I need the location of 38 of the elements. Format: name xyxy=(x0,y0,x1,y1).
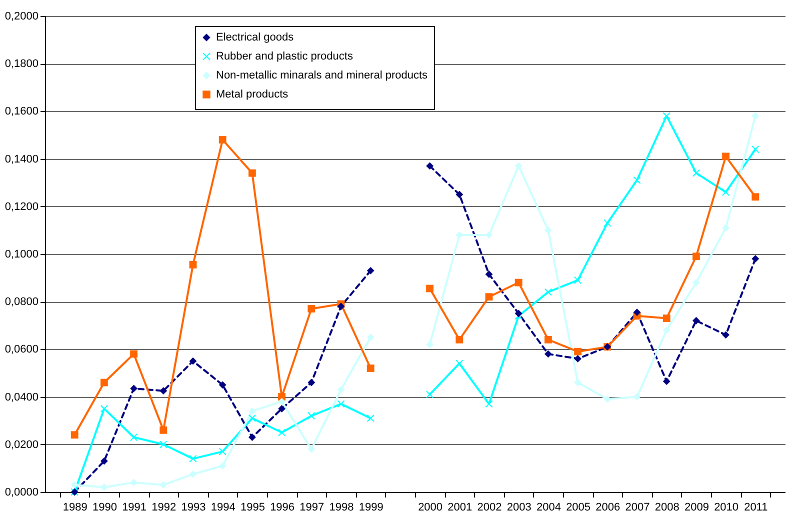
x-tick-label: 2009 xyxy=(684,502,709,514)
y-tick-label: 0,0000 xyxy=(4,486,38,498)
x-tick-label: 1997 xyxy=(300,502,324,514)
legend-label: Rubber and plastic products xyxy=(216,50,354,62)
y-tick-label: 0,1000 xyxy=(4,248,38,260)
y-tick-label: 0,1600 xyxy=(4,106,38,118)
x-tick-label: 2010 xyxy=(714,502,739,514)
x-tick-label: 2001 xyxy=(448,502,472,514)
x-tick-label: 2000 xyxy=(418,502,443,514)
x-tick-label: 2006 xyxy=(596,502,620,514)
y-tick-label: 0,0200 xyxy=(4,438,38,451)
x-tick-label: 1995 xyxy=(240,502,265,514)
y-tick-label: 0,0600 xyxy=(4,344,38,356)
y-tick-label: 0,0800 xyxy=(4,296,38,308)
x-tick-label: 2003 xyxy=(506,502,532,514)
x-tick-label: 1992 xyxy=(152,502,176,514)
x-tick-label: 1999 xyxy=(358,502,384,514)
legend-label: Non-metallic minarals and mineral products xyxy=(216,70,428,82)
x-tick-label: 1990 xyxy=(92,502,117,514)
x-tick-label: 1989 xyxy=(62,502,88,514)
y-tick-label: 0,1400 xyxy=(4,153,38,166)
legend-label: Metal products xyxy=(216,88,289,100)
y-tick-label: 0,1200 xyxy=(4,200,38,213)
x-tick-label: 2007 xyxy=(625,502,650,514)
x-tick-label: 1998 xyxy=(329,502,354,514)
y-tick-label: 0,1800 xyxy=(4,58,38,70)
x-tick-label: 1991 xyxy=(122,502,147,514)
x-tick-label: 2005 xyxy=(566,502,591,514)
x-tick-label: 1994 xyxy=(210,502,236,514)
x-tick-label: 2011 xyxy=(744,502,768,514)
y-tick-label: 0,2000 xyxy=(4,10,38,22)
legend-label: Electrical goods xyxy=(216,32,294,44)
y-tick-label: 0,0400 xyxy=(4,391,38,404)
x-tick-label: 2004 xyxy=(536,502,561,514)
x-tick-label: 1993 xyxy=(181,502,206,514)
x-tick-label: 2002 xyxy=(477,502,502,514)
x-tick-label: 2008 xyxy=(654,502,680,514)
x-tick-label: 1996 xyxy=(270,502,295,514)
